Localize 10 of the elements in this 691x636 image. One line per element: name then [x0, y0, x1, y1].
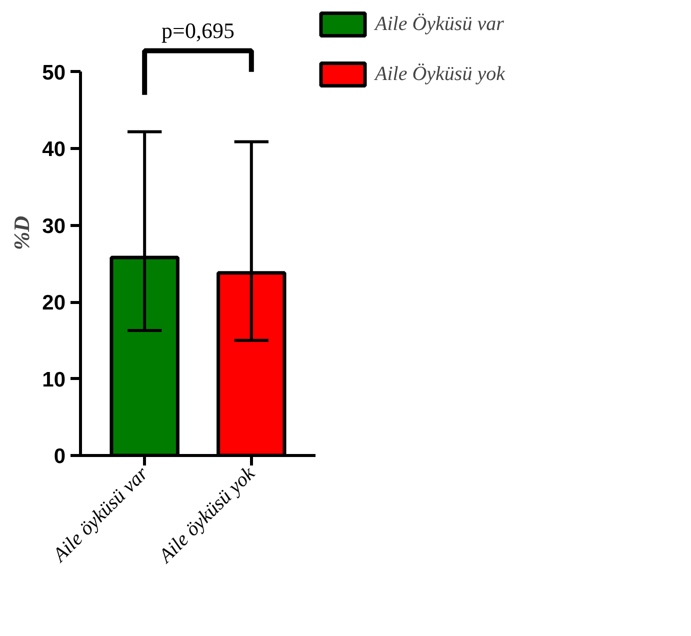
y-tick-label: 40 — [42, 138, 66, 162]
y-tick-label: 20 — [42, 292, 66, 315]
y-tick-label: 10 — [42, 368, 66, 392]
legend-label: Aile Öyküsü var — [375, 12, 504, 36]
y-tick-label: 0 — [54, 445, 66, 468]
legend-label: Aile Öyküsü yok — [375, 62, 505, 86]
y-tick-label: 50 — [42, 61, 66, 84]
y-axis-title: %D — [9, 216, 34, 250]
text: p=0,695 — [162, 18, 234, 44]
y-tick-label: 30 — [42, 214, 66, 238]
